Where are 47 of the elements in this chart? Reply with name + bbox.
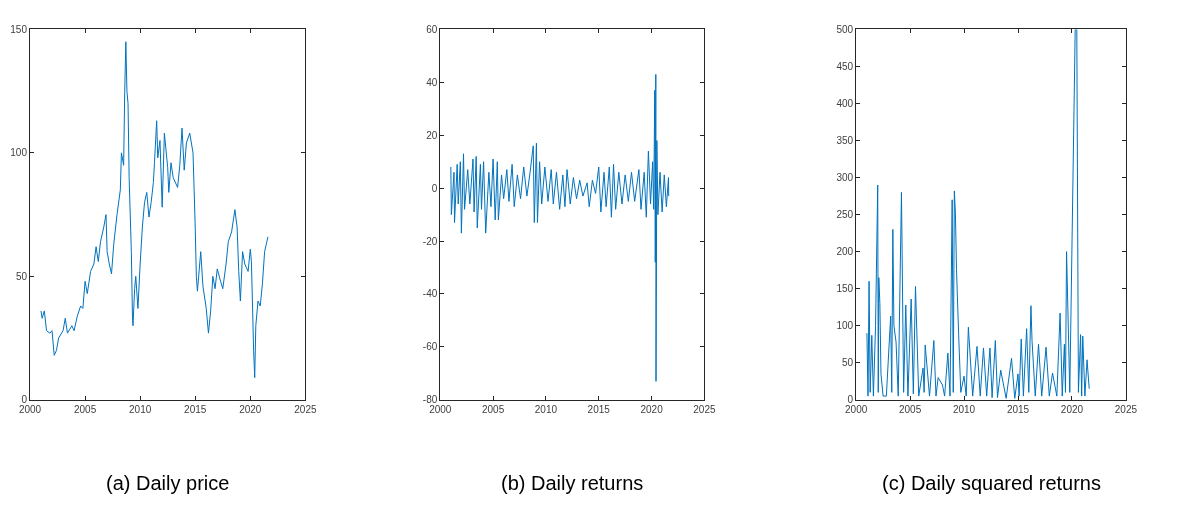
y-tick-label: 100: [836, 320, 854, 332]
x-tick-label: 2010: [534, 403, 558, 415]
y-tick-label: -80: [422, 394, 438, 406]
y-tick-label: -60: [422, 341, 438, 353]
x-tick-label: 2020: [640, 403, 664, 415]
y-tick-label: 450: [836, 60, 854, 72]
x-tick-label: 2015: [184, 403, 207, 415]
y-tick-label: 150: [10, 23, 28, 35]
text: (c) Daily squared returns: [882, 472, 1101, 494]
x-tick-label: 2015: [587, 403, 611, 415]
x-tick-label: 2020: [1060, 403, 1084, 415]
x-tick-label: 2025: [1114, 403, 1138, 415]
y-tick-label: 350: [836, 135, 854, 147]
x-tick-label: 2020: [239, 403, 262, 415]
x-tick-label: 2010: [952, 403, 976, 415]
x-tick-label: 2000: [18, 403, 42, 415]
y-tick-label: 100: [10, 147, 28, 159]
y-tick-label: 300: [836, 172, 854, 184]
y-tick-label: 0: [431, 182, 438, 194]
y-tick-label: 50: [842, 357, 854, 369]
y-tick-label: 0: [847, 394, 854, 406]
y-tick-label: 500: [836, 23, 854, 35]
line-series: [866, 29, 1090, 399]
line-series: [450, 73, 670, 382]
y-tick-label: -20: [422, 235, 438, 247]
x-tick-label: 2000: [845, 403, 868, 415]
y-tick-label: 250: [836, 209, 854, 221]
y-tick-label: 200: [836, 246, 854, 258]
y-tick-label: 150: [836, 283, 854, 295]
x-tick-label: 2005: [898, 403, 922, 415]
text: (b) Daily returns: [501, 472, 644, 494]
line-series: [40, 41, 269, 379]
y-tick-label: 400: [836, 98, 854, 109]
y-tick-label: -40: [422, 288, 438, 300]
text: (a) Daily price: [106, 472, 230, 494]
y-tick-label: 0: [21, 394, 28, 406]
x-tick-label: 2025: [693, 403, 716, 415]
y-tick-label: 50: [15, 270, 28, 282]
x-tick-label: 2000: [429, 403, 452, 415]
x-tick-label: 2005: [73, 403, 97, 415]
x-tick-label: 2010: [129, 403, 152, 415]
x-tick-label: 2005: [481, 403, 505, 415]
y-tick-label: 60: [426, 23, 438, 35]
x-tick-label: 2015: [1006, 403, 1030, 415]
y-tick-label: 20: [426, 129, 438, 141]
x-tick-label: 2025: [294, 403, 317, 415]
y-tick-label: 40: [426, 76, 438, 88]
